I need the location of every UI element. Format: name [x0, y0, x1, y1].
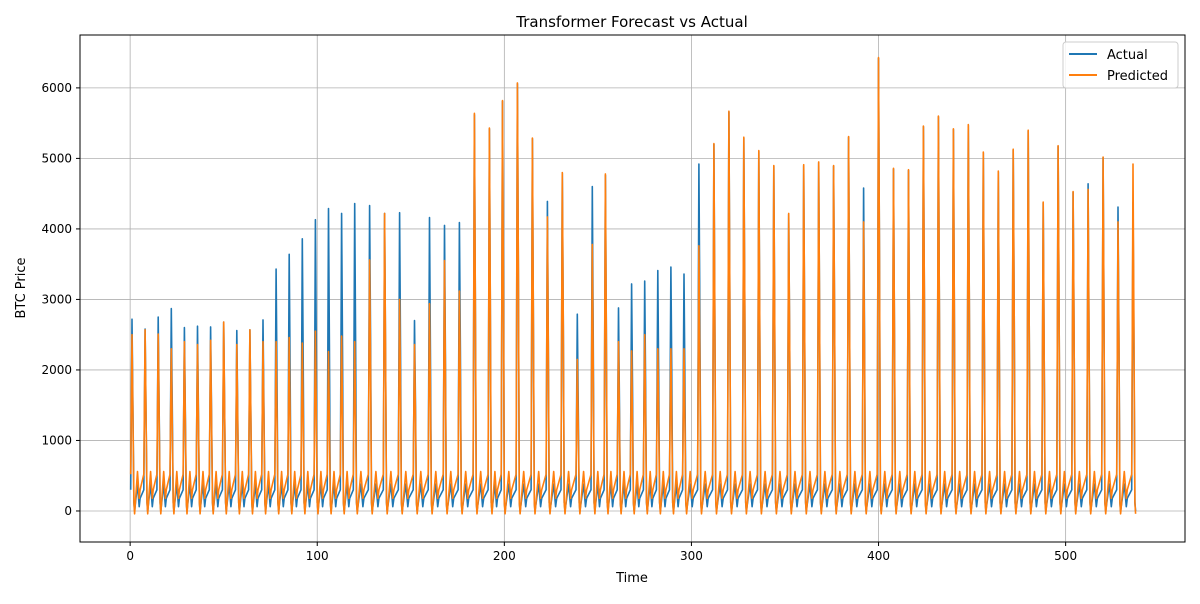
y-tick-label: 3000 [41, 292, 72, 306]
y-tick-label: 1000 [41, 433, 72, 447]
x-axis-label: Time [615, 571, 648, 586]
y-tick-label: 2000 [41, 363, 72, 377]
series-layer [129, 56, 1137, 515]
plot-frame [79, 34, 1186, 543]
legend-label-predicted: Predicted [1107, 69, 1168, 84]
y-axis-label: BTC Price [14, 257, 29, 318]
chart-title: Transformer Forecast vs Actual [515, 13, 747, 31]
x-tick-label: 0 [126, 549, 134, 563]
axis-ticks: 0 100 200 300 400 500010002000300040005000600… [41, 81, 1077, 563]
x-tick-label: 400 [867, 549, 890, 563]
series-line-predicted [129, 56, 1137, 515]
x-tick-label: 300 [680, 549, 703, 563]
legend-label-actual: Actual [1107, 48, 1148, 63]
y-tick-label: 4000 [41, 222, 72, 236]
y-tick-label: 6000 [41, 81, 72, 95]
y-tick-label: 5000 [41, 151, 72, 165]
legend: Actual Predicted [1062, 41, 1179, 89]
x-tick-label: 200 [493, 549, 516, 563]
x-tick-label: 500 [1054, 549, 1077, 563]
y-tick-label: 0 [64, 504, 72, 518]
x-tick-label: 100 [306, 549, 329, 563]
